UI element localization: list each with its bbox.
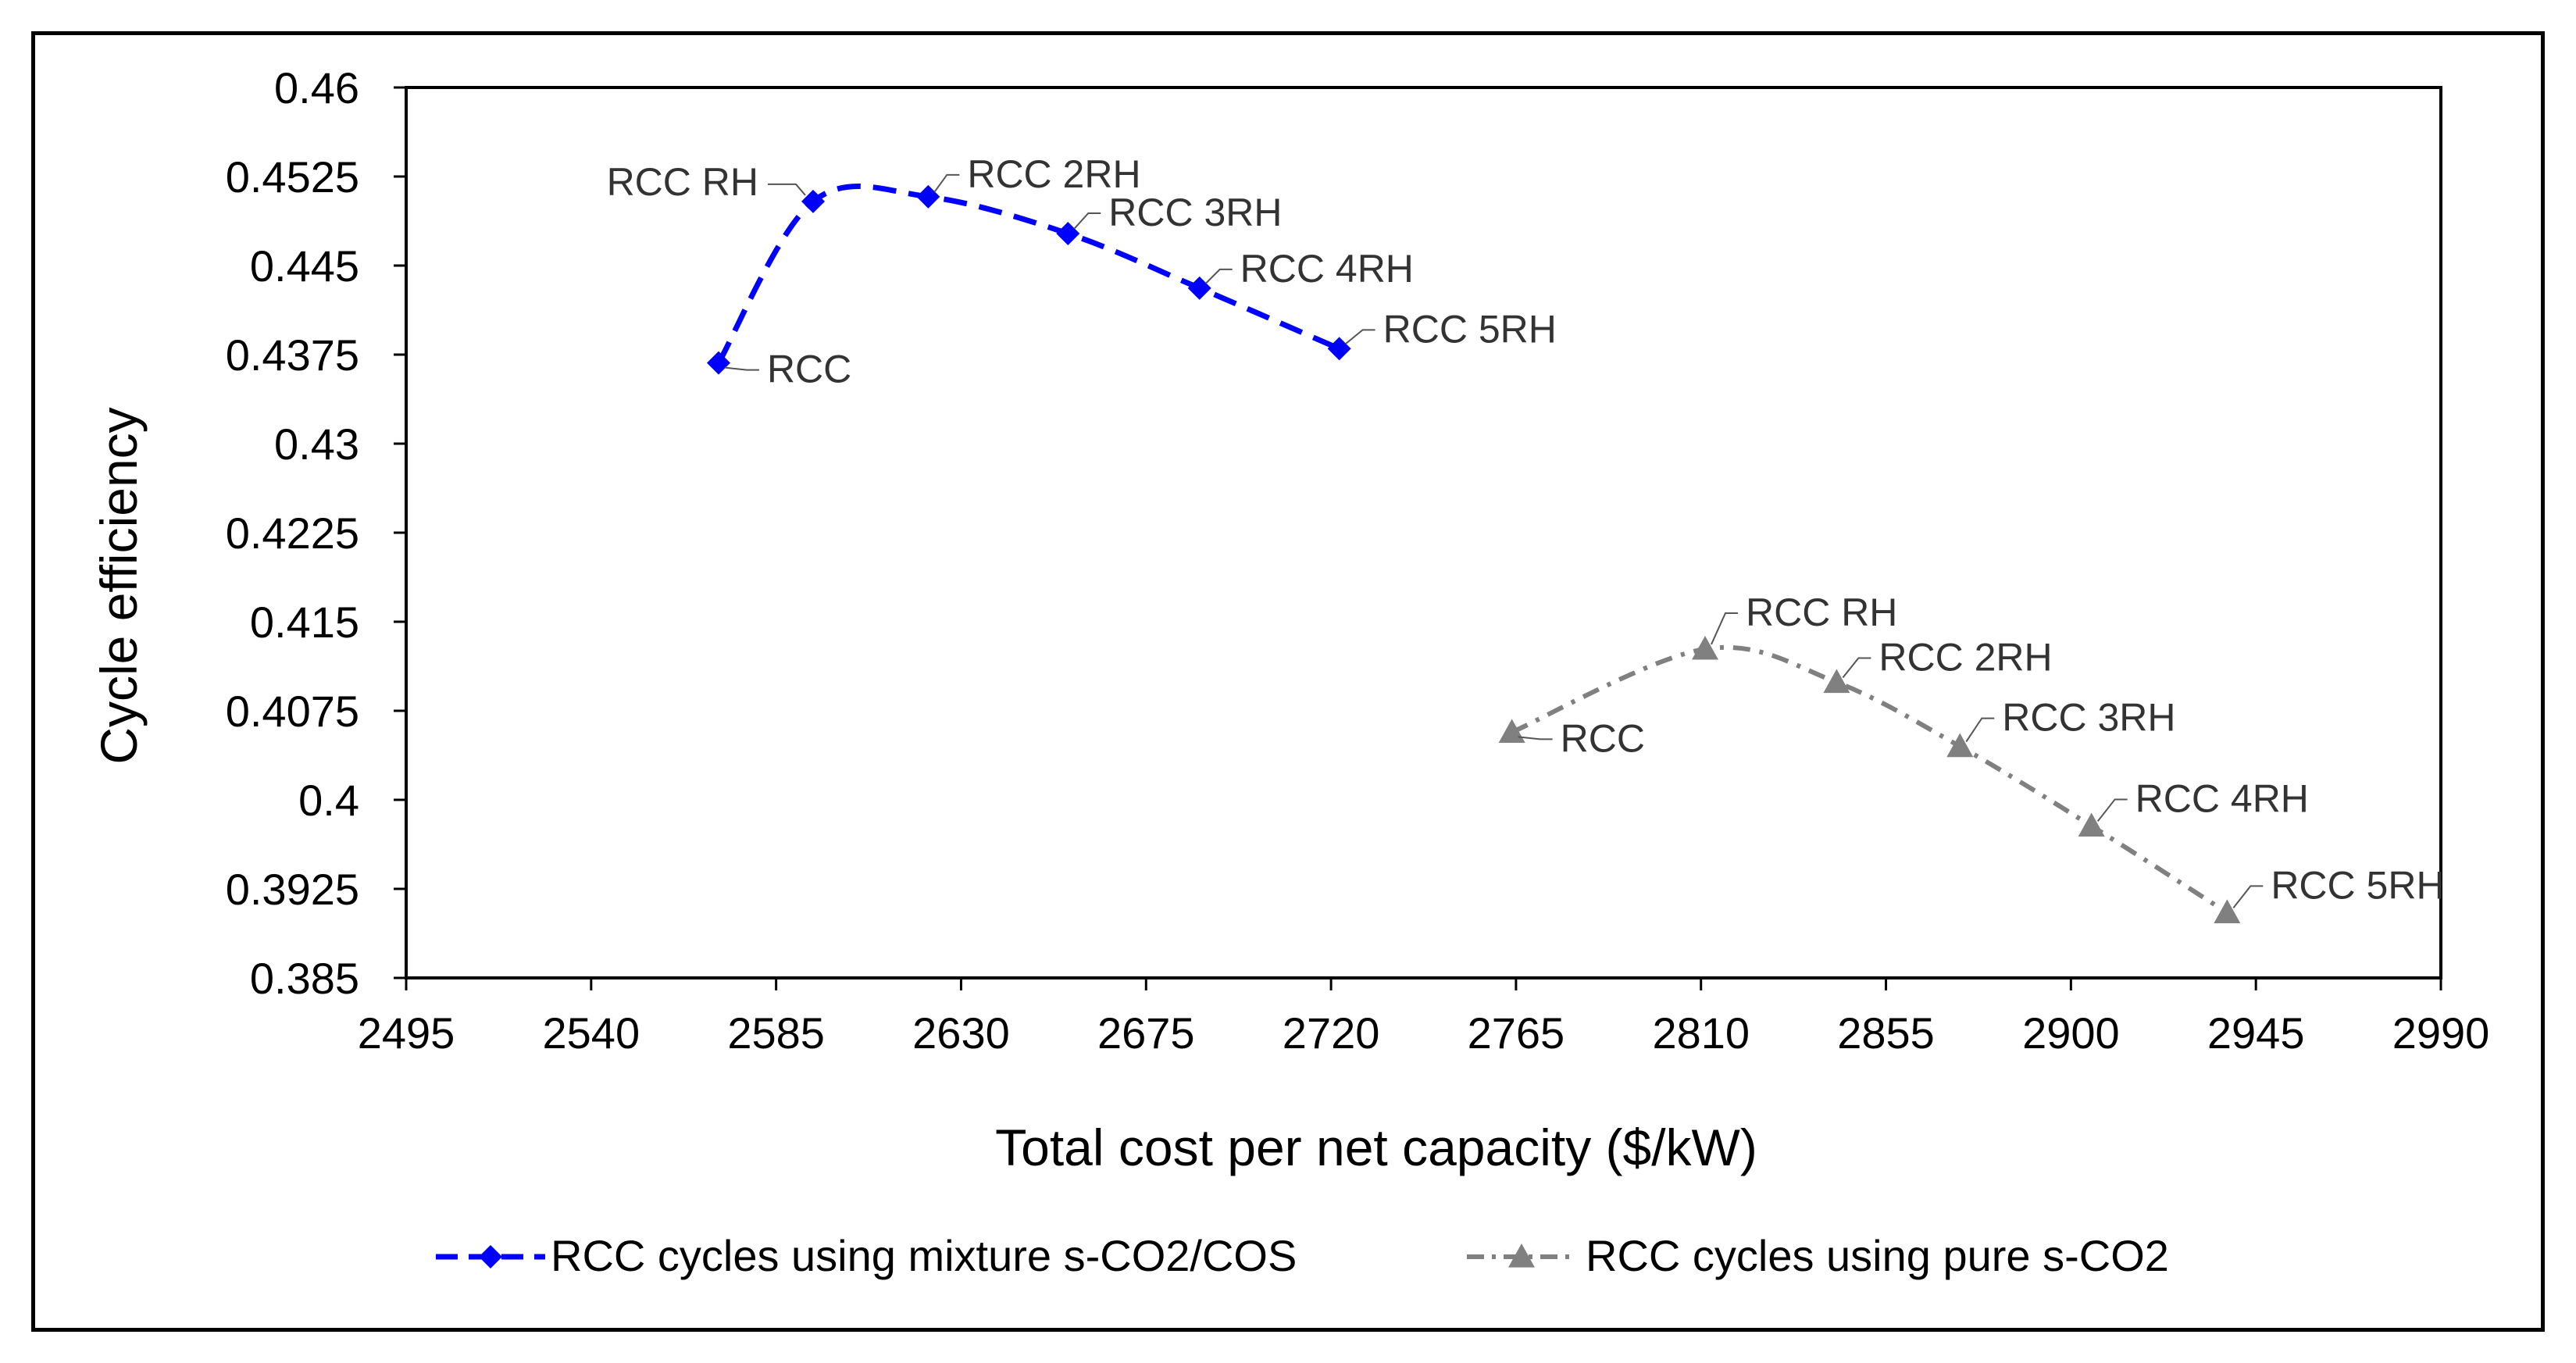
y-axis-title: Cycle efficiency xyxy=(90,407,148,764)
data-point xyxy=(1327,337,1351,361)
x-tick-label: 2675 xyxy=(1097,1008,1195,1058)
y-tick-label: 0.4 xyxy=(298,776,359,825)
y-tick-label: 0.4075 xyxy=(226,687,359,736)
data-label: RCC 3RH xyxy=(2002,696,2175,740)
series-line-1 xyxy=(715,184,1341,365)
x-tick-label: 2585 xyxy=(727,1008,825,1058)
data-point xyxy=(916,184,940,209)
y-tick-label: 0.43 xyxy=(274,419,359,469)
data-point xyxy=(1056,221,1080,245)
data-point xyxy=(1691,635,1718,660)
data-label-leader xyxy=(1518,736,1553,740)
data-label: RCC xyxy=(767,348,851,391)
data-point xyxy=(2214,899,2241,923)
data-label: RCC 5RH xyxy=(1383,307,1557,351)
data-label-leader xyxy=(768,183,806,196)
data-point xyxy=(1187,276,1211,300)
data-label: RCC 2RH xyxy=(1878,636,2052,680)
x-tick-label: 2855 xyxy=(1837,1008,1935,1058)
x-axis-label: Total cost per net capacity ($/kW) xyxy=(995,1119,1757,1176)
plot-border xyxy=(405,86,2442,979)
data-label-leader xyxy=(1204,268,1233,284)
data-label-leader xyxy=(2096,798,2128,822)
series-line-2 xyxy=(1511,644,2228,915)
legend: RCC cycles using mixture s-CO2/COS RCC cy… xyxy=(436,1231,2169,1280)
data-label-leader xyxy=(724,366,759,371)
y-tick-label: 0.4225 xyxy=(226,508,359,558)
x-tick-label: 2900 xyxy=(2022,1008,2120,1058)
data-label: RCC xyxy=(1561,716,1645,760)
x-tick-label: 2945 xyxy=(2207,1008,2305,1058)
chart-frame xyxy=(31,31,2545,1332)
data-label: RCC 3RH xyxy=(1108,191,1282,234)
x-tick-label: 2495 xyxy=(358,1008,455,1058)
data-point xyxy=(2078,812,2105,837)
y-tick-label: 0.4525 xyxy=(226,152,359,202)
data-label: RCC RH xyxy=(1746,591,1897,634)
data-point xyxy=(801,189,825,213)
y-tick-label: 0.46 xyxy=(274,63,359,112)
data-label-leader xyxy=(1073,212,1101,230)
data-label-leader xyxy=(2232,885,2264,909)
y-axis-label: Cycle efficiency xyxy=(90,407,148,764)
y-tick-label: 0.385 xyxy=(250,954,359,1003)
data-label-leader xyxy=(1842,657,1871,679)
legend-label-2: RCC cycles using pure s-CO2 xyxy=(1586,1231,2169,1280)
x-tick-label: 2990 xyxy=(2392,1008,2490,1058)
data-point xyxy=(1823,669,1850,694)
x-tick-label: 2765 xyxy=(1468,1008,1565,1058)
data-label-leader xyxy=(1344,329,1375,345)
plot-area: 0.460.45250.4450.43750.430.42250.4150.40… xyxy=(226,63,2490,1058)
data-label: RCC 4RH xyxy=(1240,247,1414,291)
data-point xyxy=(1498,719,1525,743)
y-tick-label: 0.3925 xyxy=(226,865,359,914)
legend-label-1: RCC cycles using mixture s-CO2/COS xyxy=(551,1231,1297,1280)
x-tick-label: 2810 xyxy=(1652,1008,1750,1058)
data-point xyxy=(706,351,730,375)
y-tick-label: 0.4375 xyxy=(226,330,359,380)
x-tick-label: 2630 xyxy=(912,1008,1010,1058)
legend-marker-1 xyxy=(479,1245,502,1268)
data-label-leader xyxy=(933,173,960,193)
data-label-leader xyxy=(1711,612,1738,645)
data-label-leader xyxy=(1965,717,1995,743)
data-label: RCC RH xyxy=(607,160,758,204)
x-tick-label: 2720 xyxy=(1283,1008,1380,1058)
data-point xyxy=(1946,733,1974,758)
x-tick-label: 2540 xyxy=(543,1008,640,1058)
data-label: RCC 4RH xyxy=(2135,776,2309,820)
data-label: RCC 5RH xyxy=(2271,863,2444,907)
data-label: RCC 2RH xyxy=(967,152,1140,196)
y-tick-label: 0.445 xyxy=(250,241,359,291)
legend-marker-2 xyxy=(1508,1243,1535,1268)
y-tick-label: 0.415 xyxy=(250,598,359,647)
